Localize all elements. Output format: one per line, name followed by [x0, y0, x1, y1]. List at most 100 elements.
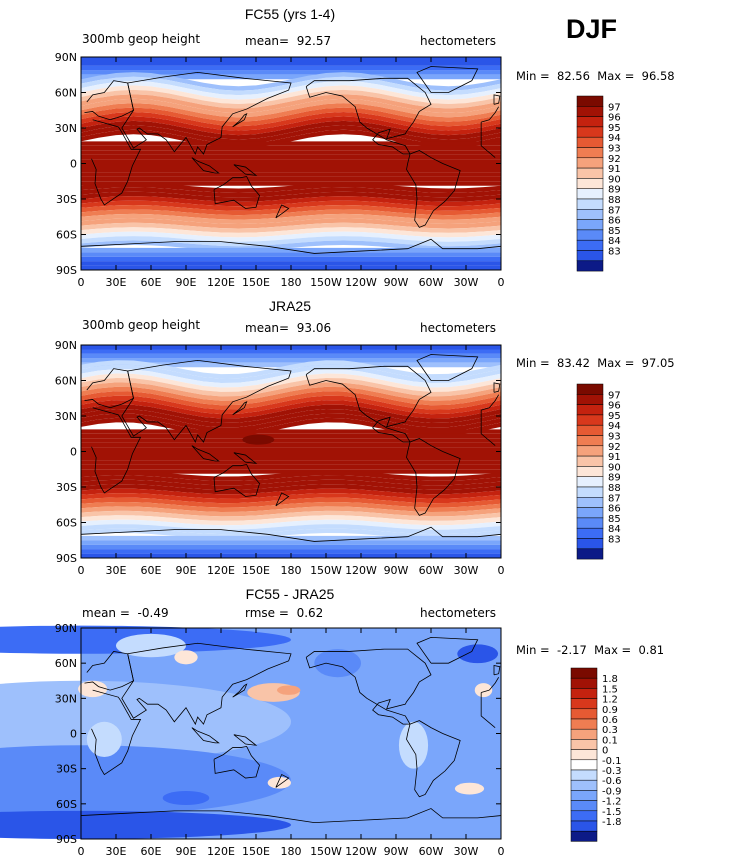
legend-label: 90: [608, 462, 621, 473]
coastline: [80, 808, 502, 823]
legend-label: 96: [608, 113, 621, 124]
panel-difference: FC55 - JRA25 mean = -0.49 rmse = 0.62 he…: [0, 582, 733, 866]
legend-label: 87: [608, 205, 621, 216]
contour-band: [81, 120, 501, 140]
color-legend: 1.81.51.20.90.60.30.10-0.1-0.3-0.6-0.9-1…: [570, 667, 622, 842]
min-value: -2.17: [557, 643, 587, 657]
rmse-label: rmse = 0.62: [245, 606, 324, 620]
contour-band: [81, 80, 501, 100]
contour-band: [81, 510, 501, 521]
coastline: [493, 382, 501, 393]
contour-band: [81, 460, 501, 465]
contour-band: [81, 519, 501, 530]
max-value: 96.58: [641, 69, 675, 83]
legend-swatch: [576, 527, 604, 539]
contour-band: [81, 493, 501, 504]
contour-band: [81, 391, 501, 410]
x-tick-label: 120W: [345, 564, 377, 577]
contour-band: [81, 181, 501, 186]
legend-label: 0.3: [602, 725, 618, 736]
y-tick-label: 30S: [56, 193, 77, 206]
x-tick-label: 90W: [384, 845, 409, 858]
contour-band: [81, 470, 501, 481]
coastline: [232, 683, 248, 698]
panel-jra25: JRA25 300mb geop height mean= 93.06 hect…: [0, 294, 733, 582]
legend-swatch: [576, 548, 604, 560]
legend-swatch: [570, 708, 598, 720]
legend-swatch: [570, 820, 598, 832]
panel-title: JRA25: [268, 298, 312, 314]
x-tick-label: 180: [281, 276, 302, 289]
legend-label: -1.2: [602, 797, 622, 808]
legend-label: 89: [608, 185, 621, 196]
contour-band: [81, 163, 501, 168]
contour-band: [81, 349, 501, 354]
legend-label: -1.8: [602, 817, 622, 828]
coastline: [305, 365, 432, 443]
coastline: [233, 734, 258, 746]
legend-swatch: [576, 209, 604, 220]
y-tick-label: 60S: [56, 229, 77, 242]
legend-swatch: [570, 830, 598, 842]
contour-band: [81, 256, 501, 262]
contour-band: [81, 386, 501, 406]
contour-band: [81, 218, 501, 229]
legend-swatch: [576, 250, 604, 262]
legend-label: 85: [608, 514, 621, 525]
legend-label: 97: [608, 390, 621, 401]
x-tick-label: 150E: [242, 564, 270, 577]
legend-swatch: [570, 667, 598, 679]
units-label: hectometers: [420, 34, 496, 48]
contour-band: [81, 213, 501, 225]
legend-swatch: [576, 404, 604, 416]
contour-patch: [454, 782, 485, 795]
coastline: [416, 636, 479, 664]
contour-patch: [86, 721, 122, 757]
legend-label: 91: [608, 164, 621, 175]
x-tick-label: 120E: [207, 564, 235, 577]
contour-band: [81, 360, 501, 379]
diff-mean-value: -0.49: [137, 606, 169, 620]
coastline: [305, 648, 432, 725]
legend-swatch: [576, 414, 604, 426]
coastline: [213, 464, 260, 497]
coastline: [305, 77, 432, 155]
contour-band: [81, 382, 501, 401]
map-plot: 0 30E 60E 90E 120E 150E 180 150W 120W 90W 60W 30W 09…: [55, 339, 621, 577]
coastline: [493, 94, 501, 105]
y-tick-label: 90S: [56, 552, 77, 565]
legend-swatch: [576, 198, 604, 210]
x-tick-label: 90W: [384, 564, 409, 577]
legend-swatch: [570, 800, 598, 812]
y-tick-label: 30S: [56, 763, 77, 776]
legend-label: -0.6: [602, 776, 622, 787]
contour-band: [81, 107, 501, 127]
contour-band: [81, 76, 501, 96]
contour-band: [81, 395, 501, 415]
y-tick-label: 90S: [56, 264, 77, 277]
coastline: [233, 452, 258, 464]
x-tick-label: 90E: [176, 564, 197, 577]
legend-swatch: [576, 507, 604, 519]
units-label: hectometers: [420, 321, 496, 335]
legend-swatch: [570, 718, 598, 730]
legend-swatch: [576, 126, 604, 138]
x-tick-label: 30E: [106, 845, 127, 858]
x-tick-label: 0: [78, 276, 85, 289]
contour-band: [81, 196, 501, 207]
legend-swatch: [570, 810, 598, 822]
min-max-readout: Min = 83.42 Max = 97.05: [516, 356, 675, 370]
legend-label: 88: [608, 483, 621, 494]
x-tick-label: 60W: [419, 564, 444, 577]
map-field: [0, 625, 501, 839]
legend-label: 92: [608, 442, 621, 453]
coastline: [213, 745, 260, 779]
coastline: [275, 492, 290, 507]
legend-label: -1.5: [602, 807, 622, 818]
contour-band: [81, 98, 501, 118]
coastline: [275, 204, 290, 219]
coastline: [121, 359, 292, 444]
legend-label: 1.5: [602, 684, 618, 695]
contour-band: [81, 438, 501, 443]
season-label: DJF: [566, 14, 618, 44]
